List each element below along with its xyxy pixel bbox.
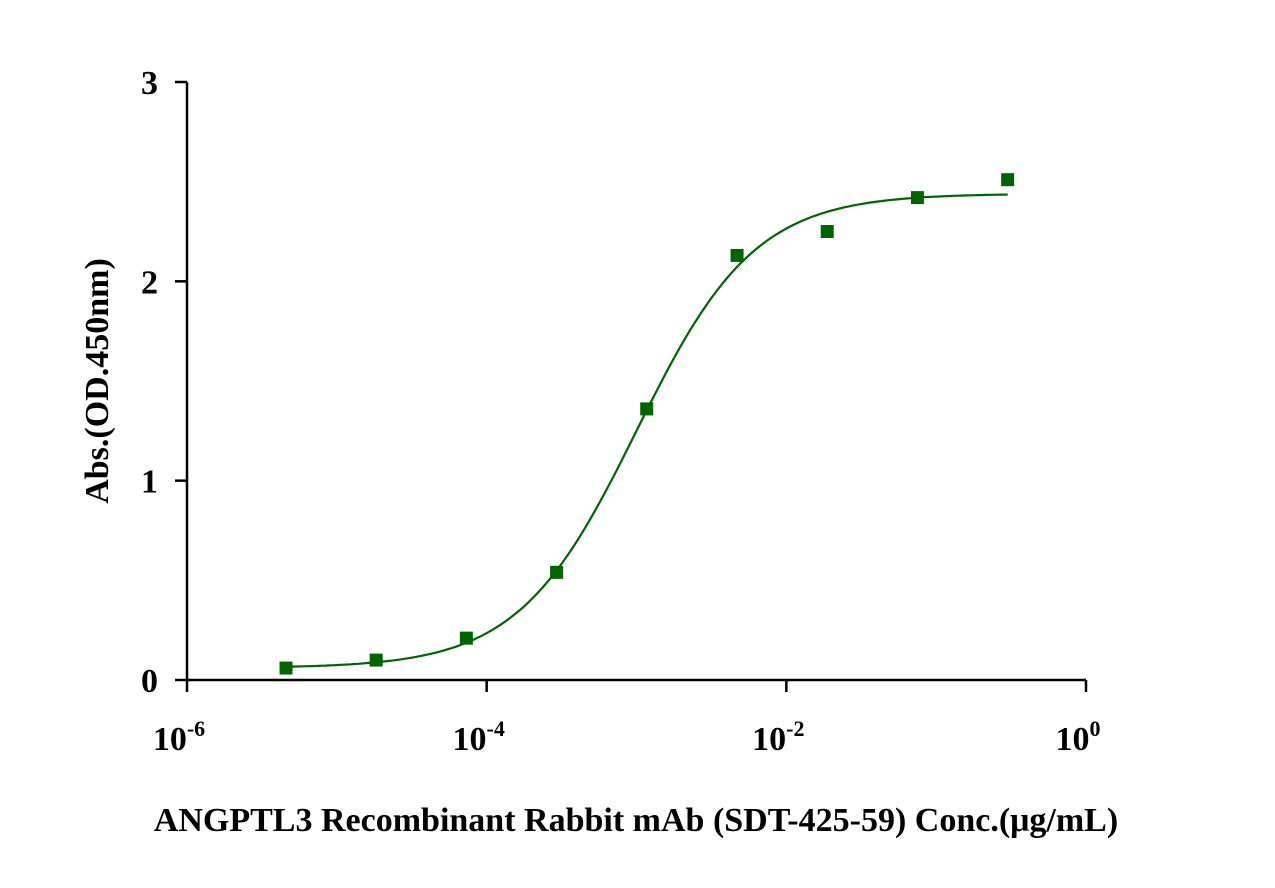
data-point xyxy=(369,653,383,667)
y-tick-label: 1 xyxy=(141,464,158,501)
x-tick-label: 100 xyxy=(1056,716,1101,758)
x-tick-label: 10-6 xyxy=(153,716,205,758)
x-tick-label: 10-4 xyxy=(453,716,505,758)
x-tick-labels: 10-6 10-4 10-2 100 xyxy=(153,716,1101,758)
axes xyxy=(175,80,1088,692)
data-point xyxy=(730,248,744,262)
y-tick-label: 0 xyxy=(141,663,158,700)
x-axis-label: ANGPTL3 Recombinant Rabbit mAb (SDT-425-… xyxy=(154,802,1118,839)
data-points xyxy=(279,173,1015,675)
data-point xyxy=(640,402,654,416)
data-point xyxy=(820,225,834,238)
data-point xyxy=(279,661,293,675)
data-point xyxy=(550,565,564,579)
y-axis-label: Abs.(OD.450nm) xyxy=(79,258,116,504)
y-tick-label: 3 xyxy=(141,65,158,102)
y-tick-label: 2 xyxy=(141,264,158,301)
x-tick-label: 10-2 xyxy=(752,716,804,758)
data-point xyxy=(1001,173,1015,187)
data-point xyxy=(910,191,924,205)
y-tick-labels: 0 1 2 3 xyxy=(141,65,158,700)
fit-curve xyxy=(285,193,1008,668)
data-point xyxy=(459,631,473,645)
